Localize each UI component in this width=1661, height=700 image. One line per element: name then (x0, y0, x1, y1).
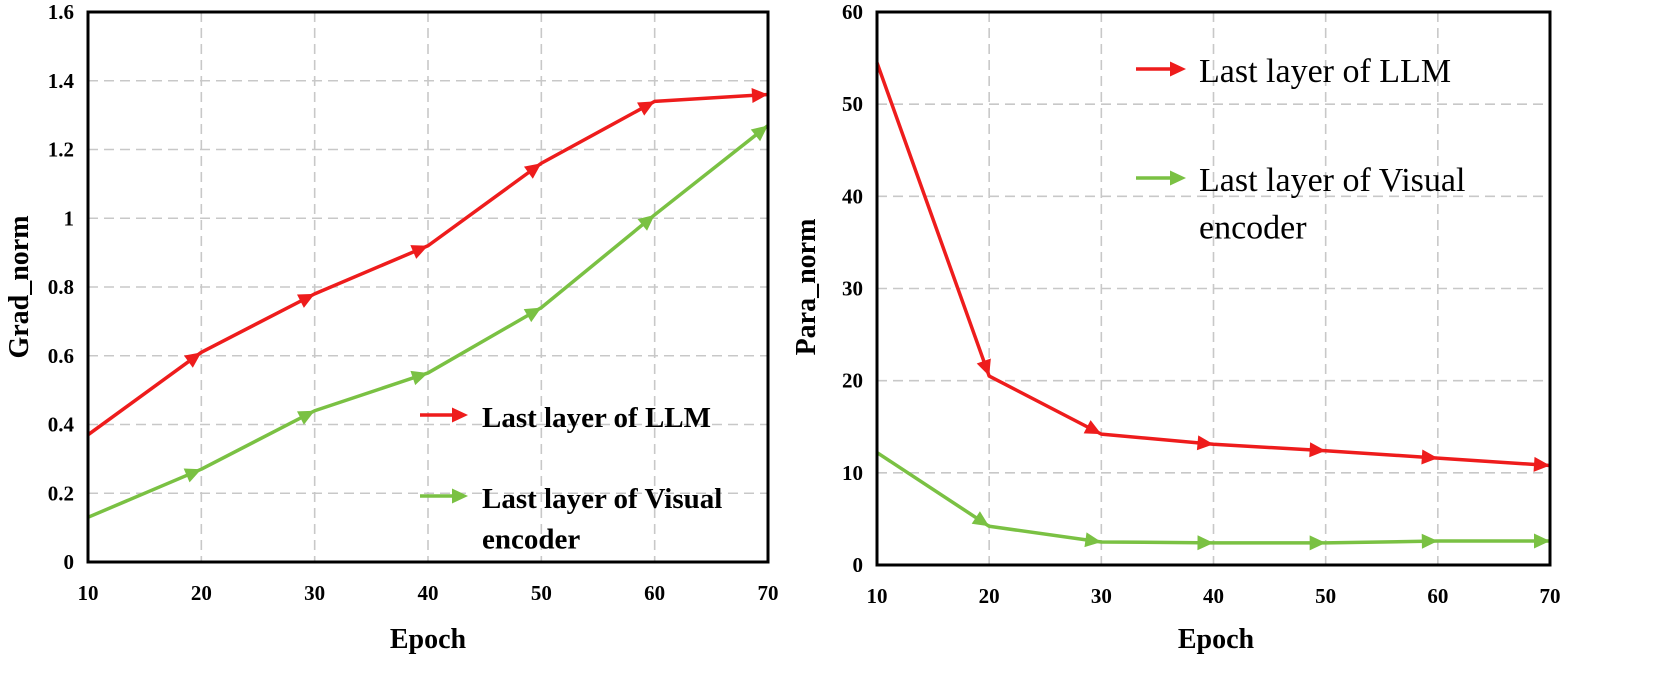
y-tick-label: 0.4 (48, 413, 75, 437)
x-tick-label: 20 (979, 584, 1000, 608)
legend-label: Last layer of Visual encoder (1199, 162, 1465, 247)
y-axis-label: Grad_norm (4, 215, 35, 358)
x-axis-label: Epoch (390, 624, 467, 655)
data-point-arrow (1083, 420, 1102, 435)
data-point-arrow (523, 307, 542, 323)
y-tick-label: 60 (842, 0, 863, 24)
legend-swatch-arrow (1170, 170, 1186, 186)
y-tick-label: 1.6 (48, 0, 74, 24)
legend-item: Last layer of LLM (1136, 53, 1451, 90)
legend-item: Last layer of LLM (420, 402, 711, 434)
series-visual-encoder (876, 451, 1550, 551)
series-llm (86, 87, 769, 437)
data-point-arrow (1534, 533, 1550, 549)
legend: Last layer of LLM Last layer of Visual enc… (1136, 53, 1465, 247)
data-point-arrow (971, 511, 990, 527)
data-point-arrow (751, 87, 768, 103)
y-tick-label: 0 (64, 550, 75, 574)
legend-swatch-arrow (452, 407, 468, 423)
legend-label: Last layer of Visual encoder (482, 483, 722, 556)
legend-label: Last layer of LLM (1199, 53, 1451, 90)
y-tick-label: 50 (842, 92, 863, 116)
data-point-arrow (1196, 435, 1214, 451)
y-tick-label: 0.6 (48, 344, 74, 368)
x-tick-label: 50 (1315, 584, 1336, 608)
plot-frame (875, 10, 1552, 567)
data-point-arrow (1197, 535, 1214, 551)
x-tick-label: 70 (758, 581, 779, 605)
legend-item: Last layer of Visual encoder (1136, 162, 1465, 247)
x-tick-label: 30 (1091, 584, 1112, 608)
y-tick-label: 30 (842, 277, 863, 301)
y-tick-label: 20 (842, 369, 863, 393)
y-tick-label: 0.8 (48, 275, 74, 299)
legend: Last layer of LLM Last layer of Visual enc… (420, 402, 722, 556)
x-axis-label: Epoch (1178, 624, 1255, 655)
series-llm (875, 62, 1551, 472)
chart-panel-1: 10 20 30 40 50 60 70 0 0.2 0.4 0.6 0.8 1 1.2 1.4 1.6 Epo… (4, 0, 779, 655)
y-axis-label: Para_norm (791, 219, 822, 356)
data-point-arrow (1309, 442, 1326, 458)
x-tick-label: 70 (1540, 584, 1561, 608)
legend-swatch-arrow (1170, 61, 1186, 77)
data-point-arrow (1421, 449, 1438, 465)
data-point-arrow (410, 370, 428, 386)
x-tick-label: 40 (1203, 584, 1224, 608)
x-tick-label: 10 (867, 584, 888, 608)
x-tick-label: 40 (418, 581, 439, 605)
data-point-arrow (183, 468, 202, 483)
data-point-arrow (637, 101, 655, 116)
data-point-arrow (1084, 532, 1102, 548)
y-tick-label: 1.2 (48, 138, 74, 162)
x-tick-label: 60 (644, 581, 665, 605)
y-tick-label: 1.4 (48, 69, 75, 93)
data-point-arrow (183, 352, 202, 368)
legend-swatch-arrow (452, 488, 468, 504)
data-point-arrow (637, 214, 655, 231)
x-tick-label: 20 (191, 581, 212, 605)
data-point-arrow (976, 358, 991, 377)
y-tick-label: 0 (853, 553, 864, 577)
data-point-arrow (297, 410, 315, 425)
data-point-arrow (750, 125, 768, 142)
x-tick-label: 30 (304, 581, 325, 605)
chart-panel-2: 10 20 30 40 50 60 700102030405060EpochPara_nor… (791, 0, 1561, 655)
data-point-arrow (297, 293, 315, 308)
y-tick-label: 10 (842, 461, 863, 485)
plot-frame (86, 10, 770, 564)
data-point-arrow (1533, 456, 1550, 472)
series-visual-encoder (87, 124, 770, 519)
legend-item: Last layer of Visual encoder (420, 483, 722, 556)
x-tick-label: 60 (1427, 584, 1448, 608)
y-tick-label: 40 (842, 184, 863, 208)
data-point-arrow (1309, 535, 1326, 551)
data-point-arrow (1421, 533, 1438, 549)
x-tick-label: 10 (78, 581, 99, 605)
data-point-arrow (523, 163, 542, 179)
x-tick-label: 50 (531, 581, 552, 605)
y-tick-label: 1 (64, 206, 75, 230)
legend-label: Last layer of LLM (482, 402, 711, 434)
y-tick-label: 0.2 (48, 481, 74, 505)
data-point-arrow (410, 245, 428, 259)
